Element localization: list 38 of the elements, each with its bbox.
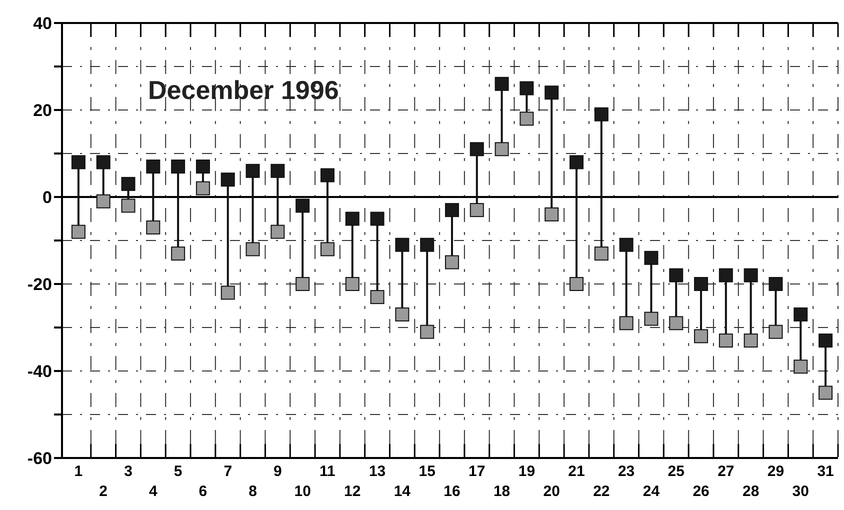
x-tick-label: 12 [344, 483, 361, 500]
x-tick-label: 10 [294, 483, 311, 500]
text: December 1996 [148, 75, 339, 105]
y-tick-label: -20 [27, 274, 52, 294]
x-tick-label: 17 [468, 463, 486, 480]
x-tick-label: 25 [668, 463, 684, 480]
x-tick-label: 28 [742, 483, 760, 500]
x-tick-label: 5 [174, 463, 182, 480]
x-tick-label: 1 [74, 463, 83, 480]
x-tick-label: 13 [368, 463, 386, 480]
x-tick-label: 23 [618, 463, 635, 480]
x-tick-label: 6 [198, 483, 208, 500]
x-tick-label: 24 [642, 483, 660, 500]
x-tick-label: 14 [394, 483, 412, 500]
x-tick-label: 18 [493, 483, 510, 500]
x-tick-label: 31 [817, 463, 834, 480]
y-tick-label: 40 [33, 14, 52, 33]
x-tick-label: 30 [792, 483, 809, 500]
x-tick-label: 4 [148, 483, 158, 500]
y-tick-label: 0 [42, 188, 52, 207]
y-tick-label: 20 [33, 100, 52, 120]
x-tick-label: 29 [767, 463, 784, 480]
x-tick-label: 9 [274, 463, 282, 480]
x-tick-label: 3 [124, 463, 132, 480]
x-tick-label: 11 [320, 463, 336, 480]
x-tick-label: 8 [248, 483, 257, 500]
x-tick-label: 21 [568, 463, 585, 480]
x-tick-label: 27 [718, 463, 734, 480]
y-tick-label: -60 [27, 448, 52, 468]
x-tick-label: 19 [518, 463, 536, 480]
x-tick-label: 20 [543, 483, 560, 500]
x-tick-label: 7 [224, 463, 232, 480]
x-tick-label: 2 [99, 483, 108, 500]
y-tick-label: -40 [27, 362, 52, 381]
x-tick-label: 22 [593, 483, 610, 500]
x-tick-label: 15 [418, 463, 436, 480]
x-tick-label: 16 [444, 483, 460, 500]
x-tick-label: 26 [692, 483, 710, 500]
